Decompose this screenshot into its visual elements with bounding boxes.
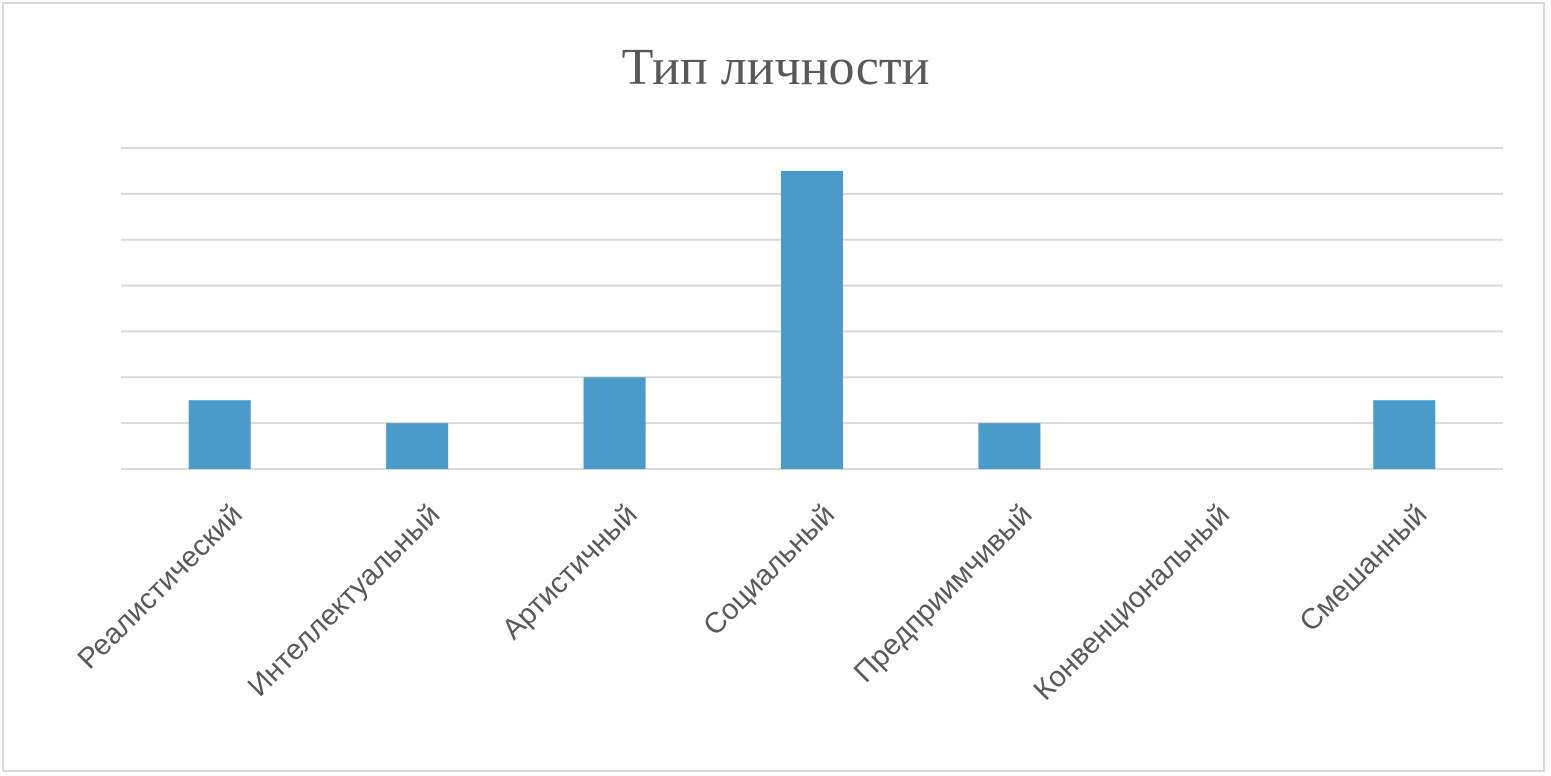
- x-tick-label: Социальный: [697, 498, 841, 642]
- x-tick-label: Смешанный: [1294, 498, 1434, 638]
- x-tick-label: Артистичный: [496, 498, 643, 645]
- bar: [583, 377, 646, 469]
- x-tick-label: Конвенциональный: [1028, 498, 1236, 706]
- x-tick-label: Предприимчивый: [848, 498, 1038, 688]
- bar: [188, 400, 251, 469]
- x-tick-label: Реалистический: [72, 498, 249, 675]
- bar: [1373, 400, 1436, 469]
- bar: [386, 423, 449, 469]
- x-tick-label: Интеллектуальный: [242, 498, 446, 702]
- bar: [978, 423, 1041, 469]
- chart-title: Тип личности: [621, 39, 930, 96]
- bar: [781, 170, 843, 469]
- bars: [188, 170, 1436, 469]
